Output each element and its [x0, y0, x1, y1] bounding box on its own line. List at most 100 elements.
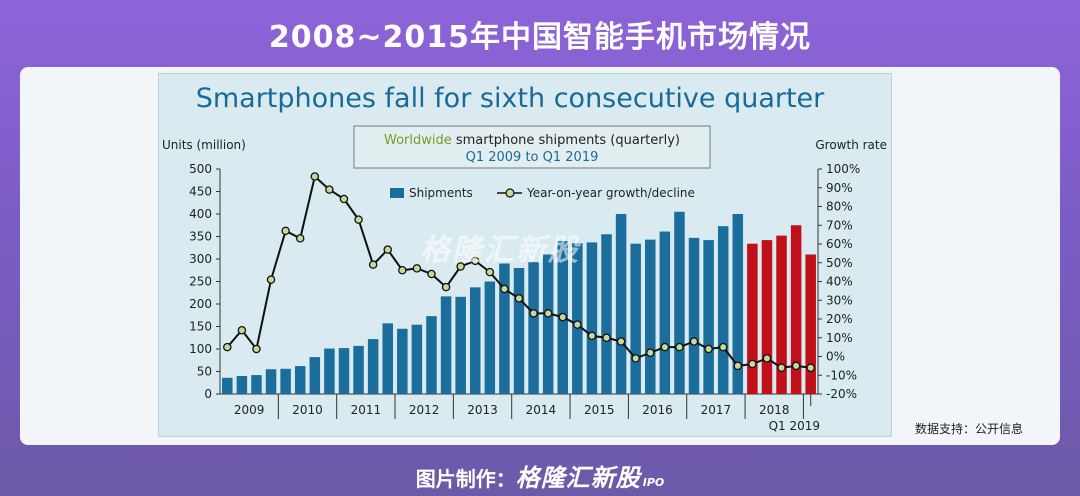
shipment-bar	[338, 348, 350, 394]
subtitle-highlight: Worldwide	[384, 133, 452, 148]
svg-text:Worldwide smartphone shipments: Worldwide smartphone shipments (quarterl…	[384, 133, 680, 148]
credit-brand: 格隆汇新股	[515, 464, 641, 492]
growth-point	[427, 269, 436, 279]
y2-tick-label: 60%	[826, 237, 853, 251]
shipments-chart: Smartphones fall for sixth consecutive q…	[162, 83, 887, 433]
y2-tick-label: 70%	[826, 218, 853, 232]
x-year-label: 2017	[701, 403, 732, 417]
y-tick-label: 150	[189, 320, 212, 334]
shipment-bar	[265, 369, 277, 394]
growth-point	[558, 312, 568, 322]
source-note: 数据支持：公开信息	[915, 422, 1024, 436]
shipment-bar	[776, 235, 787, 394]
growth-point	[281, 226, 290, 236]
shipment-bar	[615, 214, 627, 394]
y2-tick-label: 10%	[826, 331, 853, 345]
growth-point	[806, 363, 815, 372]
x-year-label: 2015	[584, 403, 615, 417]
growth-point	[325, 185, 334, 194]
growth-point	[500, 284, 509, 294]
page-title: 2008~2015年中国智能手机市场情况	[268, 20, 812, 55]
shipment-bar	[280, 368, 291, 394]
growth-point	[412, 264, 422, 273]
x-year-label: 2012	[409, 403, 440, 417]
shipment-bar	[761, 240, 773, 394]
x-year-label: 2013	[467, 403, 498, 417]
growth-point	[718, 342, 728, 352]
growth-point	[587, 331, 597, 341]
y-axis-right-label: Growth rate	[815, 138, 887, 152]
growth-point	[646, 348, 655, 357]
legend-bar-swatch	[390, 188, 404, 198]
x-year-label: 2016	[642, 403, 673, 417]
growth-point	[339, 194, 349, 204]
y2-tick-label: 0%	[826, 350, 845, 364]
y2-tick-label: -20%	[826, 387, 857, 401]
chart-title: Smartphones fall for sixth consecutive q…	[196, 83, 825, 114]
shipment-bar	[426, 316, 437, 394]
growth-point	[485, 267, 495, 277]
credit-label: 图片制作：	[415, 467, 516, 491]
y2-tick-label: 50%	[826, 256, 853, 270]
y2-tick-label: 20%	[826, 312, 853, 326]
shipment-bar	[805, 254, 816, 394]
shipment-bar	[688, 237, 700, 394]
growth-point	[354, 215, 363, 224]
credit-suffix: IPO	[642, 476, 665, 489]
shipment-bar	[732, 214, 744, 394]
y-tick-label: 50	[197, 365, 212, 379]
growth-point	[748, 359, 757, 369]
shipment-bar	[411, 324, 423, 394]
shipment-bar	[294, 366, 306, 394]
shipment-bar	[251, 375, 262, 394]
y2-tick-label: -10%	[826, 368, 857, 382]
growth-point	[266, 275, 276, 284]
growth-point	[704, 344, 713, 354]
shipment-bar	[717, 226, 729, 394]
growth-line	[223, 172, 815, 372]
x-last-label: Q1 2019	[769, 419, 820, 433]
y2-tick-label: 100%	[826, 162, 860, 176]
shipment-bar	[513, 268, 525, 394]
growth-point	[573, 320, 582, 329]
growth-point	[383, 245, 392, 254]
shipment-bar	[222, 377, 233, 394]
shipment-bar	[674, 211, 685, 394]
shipment-bar	[542, 254, 554, 394]
legend-bar-label: Shipments	[409, 186, 473, 200]
shipment-bar	[630, 243, 641, 394]
x-year-label: 2011	[351, 403, 382, 417]
shipment-bar	[469, 287, 481, 394]
shipment-bar	[309, 357, 321, 394]
growth-point	[791, 361, 801, 371]
y2-tick-label: 80%	[826, 200, 853, 214]
shipment-bar	[236, 376, 248, 394]
growth-point	[616, 337, 626, 346]
axes: 0 50 100 150 200 250 300 350 400 450 500 -20% -10% 0%…	[189, 162, 860, 401]
growth-point	[398, 265, 407, 275]
x-year-label: 2010	[292, 403, 323, 417]
growth-point	[470, 256, 480, 266]
watermark: 格隆汇新股	[420, 233, 580, 268]
subtitle-range: Q1 2009 to Q1 2019	[466, 150, 599, 165]
x-year-label: 2014	[526, 403, 557, 417]
growth-point	[310, 172, 320, 181]
growth-point	[441, 282, 451, 292]
shipment-bar	[645, 239, 656, 394]
growth-point	[675, 342, 684, 352]
y-tick-label: 350	[189, 230, 212, 244]
shipment-bar	[367, 339, 379, 394]
shipment-bar	[353, 345, 364, 394]
shipment-bar	[659, 231, 671, 394]
x-year-label: 2009	[234, 403, 265, 417]
growth-point	[631, 354, 640, 363]
y2-tick-label: 30%	[826, 293, 853, 307]
legend: Shipments Year-on-year growth/decline	[390, 186, 695, 200]
growth-point	[660, 342, 670, 352]
y-tick-label: 250	[189, 275, 212, 289]
growth-point	[689, 337, 699, 346]
y-tick-label: 450	[189, 185, 212, 199]
y2-tick-label: 90%	[826, 181, 853, 195]
y-tick-label: 300	[189, 252, 212, 266]
shipment-bar	[572, 243, 583, 394]
